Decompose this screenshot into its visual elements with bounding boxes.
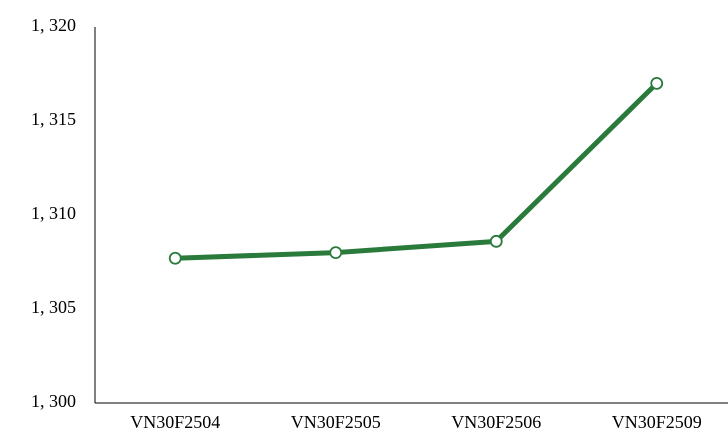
y-tick-label: 1, 315	[31, 109, 76, 129]
y-tick-label: 1, 310	[31, 203, 76, 223]
y-tick-label: 1, 305	[31, 297, 76, 317]
line	[175, 81, 659, 261]
x-tick-label: VN30F2504	[130, 412, 220, 432]
marker	[168, 251, 182, 265]
x-tick-label: VN30F2509	[612, 412, 702, 432]
marker	[329, 246, 343, 260]
x-tick-label: VN30F2505	[291, 412, 381, 432]
marker	[489, 234, 503, 248]
marker	[650, 77, 664, 90]
y-tick-label: 1, 300	[31, 391, 76, 411]
y-tick-label: 1, 320	[31, 15, 76, 35]
x-tick-label: VN30F2506	[451, 412, 541, 432]
